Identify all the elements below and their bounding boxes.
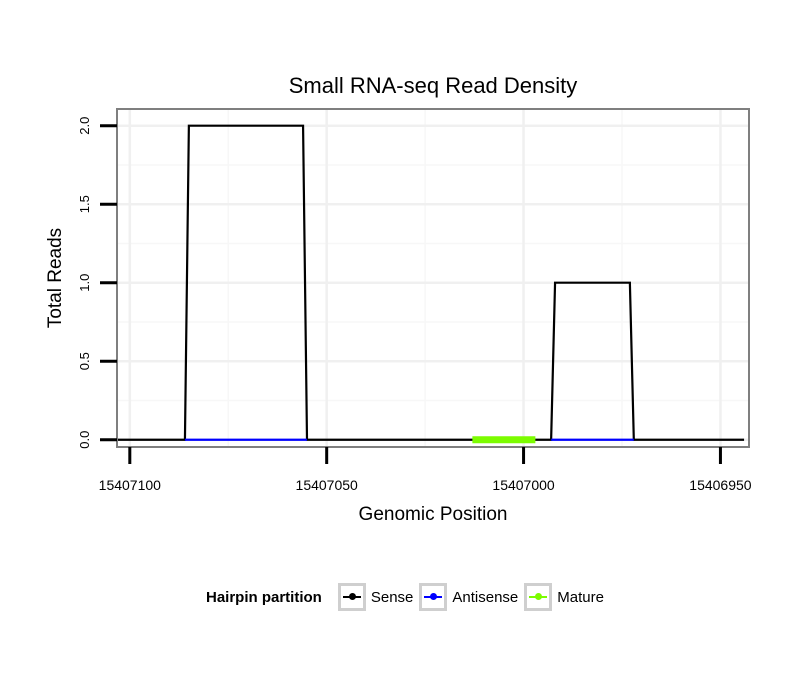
legend-label-sense: Sense <box>370 588 414 606</box>
legend-key-sense <box>337 583 366 611</box>
x-tick-label: 15407100 <box>99 477 162 493</box>
x-tick-label: 15406950 <box>689 477 752 493</box>
plot-marks <box>118 124 745 444</box>
grid <box>118 110 748 446</box>
y-tick-label: 0.0 <box>77 431 92 449</box>
legend-label-mature: Mature <box>557 588 604 606</box>
axes: 0.0 0.5 1.0 1.5 2.0 15407100 15407050 15407000 1… <box>77 117 752 493</box>
series-line-sense <box>118 124 745 441</box>
y-tick-label: 2.0 <box>77 117 92 135</box>
x-tick-label: 15407000 <box>492 477 555 493</box>
y-tick-label: 0.5 <box>77 352 92 370</box>
legend-key-antisense <box>419 583 448 611</box>
legend-item-antisense: Antisense <box>419 583 518 611</box>
x-tick-label: 15407050 <box>296 477 359 493</box>
legend-item-sense: Sense <box>337 583 414 611</box>
legend: Hairpin partition Sense Antisense Mature <box>206 580 610 614</box>
x-axis-label: Genomic Position <box>359 504 508 525</box>
chart-title: Small RNA-seq Read Density <box>289 73 578 98</box>
legend-key-mature <box>524 583 553 611</box>
legend-title: Hairpin partition <box>206 588 322 606</box>
panel-border <box>116 108 750 448</box>
y-tick-label: 1.0 <box>77 274 92 292</box>
y-axis-label: Total Reads <box>45 228 66 328</box>
y-tick-label: 1.5 <box>77 195 92 213</box>
legend-label-antisense: Antisense <box>452 588 519 606</box>
legend-item-mature: Mature <box>524 583 604 611</box>
